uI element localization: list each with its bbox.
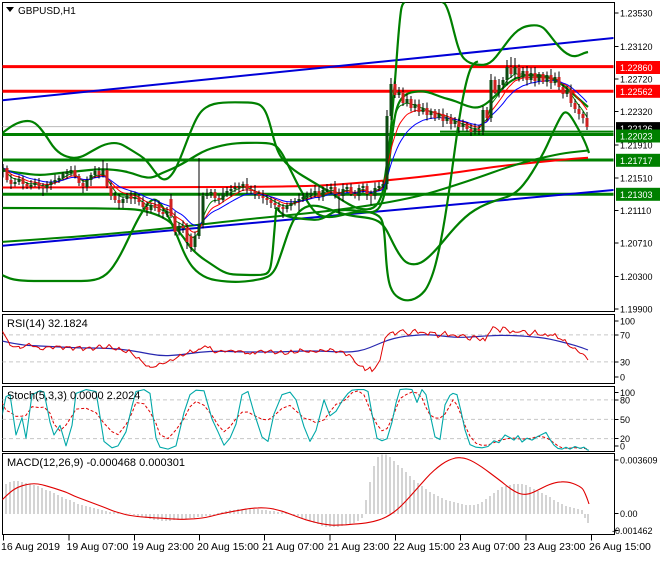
svg-text:1.22126: 1.22126 — [620, 124, 653, 134]
svg-text:1.23530: 1.23530 — [620, 9, 653, 19]
svg-text:0: 0 — [620, 373, 625, 383]
svg-text:19 Aug 23:00: 19 Aug 23:00 — [132, 541, 194, 553]
svg-text:0.00: 0.00 — [620, 509, 638, 519]
svg-text:1.21510: 1.21510 — [620, 174, 653, 184]
svg-text:20 Aug 15:00: 20 Aug 15:00 — [197, 541, 259, 553]
svg-text:1.20710: 1.20710 — [620, 239, 653, 249]
svg-text:1.23120: 1.23120 — [620, 42, 653, 52]
svg-text:1.20300: 1.20300 — [620, 272, 653, 282]
svg-text:20: 20 — [620, 434, 630, 444]
svg-text:30: 30 — [620, 357, 630, 367]
svg-text:1.21717: 1.21717 — [620, 156, 653, 166]
svg-text:16 Aug 2019: 16 Aug 2019 — [1, 541, 60, 553]
svg-text:23 Aug 23:00: 23 Aug 23:00 — [524, 541, 586, 553]
svg-text:100: 100 — [620, 388, 635, 398]
svg-text:1.22320: 1.22320 — [620, 107, 653, 117]
svg-text:1.21110: 1.21110 — [620, 206, 651, 216]
svg-text:1.22720: 1.22720 — [620, 75, 653, 85]
svg-text:1.19900: 1.19900 — [620, 305, 653, 315]
svg-text:80: 80 — [620, 395, 630, 405]
svg-text:19 Aug 07:00: 19 Aug 07:00 — [67, 541, 129, 553]
svg-text:RSI(14) 32.1824: RSI(14) 32.1824 — [7, 318, 88, 330]
svg-text:21 Aug 07:00: 21 Aug 07:00 — [262, 541, 324, 553]
svg-text:0.003609: 0.003609 — [620, 456, 658, 466]
svg-text:22 Aug 15:00: 22 Aug 15:00 — [393, 541, 455, 553]
svg-text:70: 70 — [620, 330, 630, 340]
svg-text:21 Aug 23:00: 21 Aug 23:00 — [328, 541, 390, 553]
svg-text:100: 100 — [620, 317, 635, 327]
svg-text:1.21303: 1.21303 — [620, 190, 653, 200]
svg-text:50: 50 — [620, 415, 630, 425]
svg-text:MACD(12,26,9) -0.000468 0.0003: MACD(12,26,9) -0.000468 0.000301 — [7, 457, 185, 469]
svg-text:23 Aug 07:00: 23 Aug 07:00 — [458, 541, 520, 553]
svg-text:-0.001462: -0.001462 — [612, 526, 653, 536]
svg-text:1.21910: 1.21910 — [620, 141, 653, 151]
svg-text:0: 0 — [620, 442, 625, 452]
svg-text:1.22023: 1.22023 — [620, 132, 653, 142]
svg-text:26 Aug 15:00: 26 Aug 15:00 — [589, 541, 651, 553]
svg-text:1.22860: 1.22860 — [620, 63, 653, 73]
svg-text:GBPUSD,H1: GBPUSD,H1 — [18, 6, 76, 17]
svg-text:1.22562: 1.22562 — [620, 87, 653, 97]
svg-text:Stoch(5,3,3) 0.0000 2.2024: Stoch(5,3,3) 0.0000 2.2024 — [7, 390, 140, 402]
